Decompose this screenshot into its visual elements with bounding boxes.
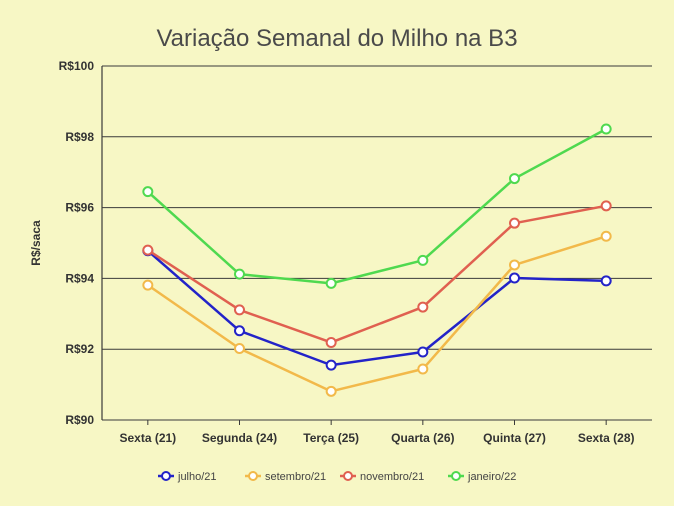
gridlines (102, 65, 652, 421)
legend-label: novembro/21 (360, 471, 424, 483)
data-point (600, 230, 612, 242)
series-group (142, 123, 612, 397)
legend-item[interactable]: julho/21 (158, 471, 217, 483)
data-point (325, 359, 337, 371)
legend: julho/21 setembro/21 novembro/21 janeiro/22 (158, 471, 516, 483)
data-point (417, 254, 429, 266)
data-point (600, 275, 612, 287)
data-point (234, 342, 245, 354)
x-tick-label: Quinta (27) (483, 431, 546, 445)
series-2 (142, 200, 612, 348)
y-axis-label: R$/saca (29, 220, 43, 266)
y-tick-label: R$92 (65, 342, 94, 356)
y-tick-label: R$100 (59, 59, 95, 73)
data-point (509, 272, 520, 284)
data-point (417, 301, 429, 313)
legend-swatch-marker (161, 471, 171, 481)
series-1 (142, 230, 612, 397)
data-point (142, 279, 154, 291)
series-line (146, 127, 607, 285)
data-point (509, 259, 520, 271)
legend-label: julho/21 (177, 471, 217, 483)
legend-item[interactable]: novembro/21 (340, 471, 424, 483)
series-0 (142, 245, 612, 371)
x-tick-label: Quarta (26) (391, 431, 454, 445)
data-point (234, 325, 245, 337)
legend-label: janeiro/22 (467, 471, 516, 483)
data-point (600, 123, 612, 135)
y-tick-label: R$98 (65, 130, 94, 144)
legend-item[interactable]: setembro/21 (245, 471, 326, 483)
data-point (325, 336, 337, 348)
data-point (325, 385, 337, 397)
legend-swatch-marker (451, 471, 461, 481)
axes: R$90 R$92 R$94 R$96 R$98 R$100 Sexta (21) Segun… (59, 59, 635, 445)
legend-label: setembro/21 (265, 471, 326, 483)
data-point (142, 244, 154, 256)
y-tick-label: R$90 (65, 413, 94, 427)
x-tick-label: Segunda (24) (202, 431, 277, 445)
data-point (417, 363, 429, 375)
data-point (234, 268, 245, 280)
series-line (147, 235, 607, 393)
data-point (509, 173, 520, 185)
data-point (509, 217, 520, 229)
legend-item[interactable]: janeiro/22 (448, 471, 516, 483)
y-tick-label: R$94 (65, 271, 94, 285)
data-point (325, 277, 337, 289)
legend-swatch-marker (248, 471, 258, 481)
series-line (147, 249, 607, 367)
data-point (142, 186, 154, 198)
x-tick-label: Terça (25) (303, 431, 359, 445)
x-tick-label: Sexta (28) (578, 431, 635, 445)
series-line (147, 204, 607, 344)
x-tick-label: Sexta (21) (119, 431, 176, 445)
data-point (417, 346, 429, 358)
data-point (600, 200, 612, 212)
data-point (234, 304, 245, 316)
y-tick-label: R$96 (65, 201, 94, 215)
chart-title: Variação Semanal do Milho na B3 (156, 25, 517, 52)
legend-swatch-marker (343, 471, 353, 481)
series-3 (142, 123, 612, 289)
